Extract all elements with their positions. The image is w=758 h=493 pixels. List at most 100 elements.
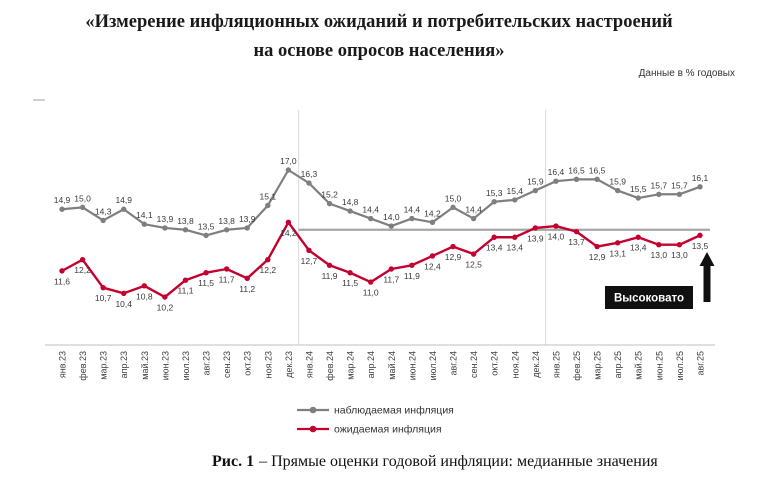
data-label: 13,9 xyxy=(527,233,544,243)
data-point xyxy=(553,223,559,229)
data-point xyxy=(141,221,148,227)
data-label: 15,7 xyxy=(671,180,688,190)
legend-marker xyxy=(309,406,317,414)
data-point xyxy=(285,167,292,173)
x-axis-label: июн.25 xyxy=(654,351,664,380)
data-point xyxy=(368,215,374,222)
up-arrow-icon xyxy=(699,252,715,302)
data-label: 12,2 xyxy=(260,265,277,275)
x-axis-label: ноя.23 xyxy=(263,351,273,378)
figure-caption-label: Рис. 1 xyxy=(212,453,255,470)
data-point xyxy=(326,262,333,268)
data-point xyxy=(697,232,703,239)
data-label: 14,0 xyxy=(548,232,565,242)
data-point xyxy=(656,242,662,248)
data-point xyxy=(594,176,600,183)
data-point xyxy=(676,191,683,197)
data-label: 13,9 xyxy=(157,214,174,224)
data-label: 12,9 xyxy=(589,252,606,262)
legend-marker xyxy=(309,425,317,433)
x-axis-label: сен.23 xyxy=(222,351,232,378)
x-axis-label: авг.25 xyxy=(695,351,705,375)
units-note: Данные в % годовых xyxy=(638,68,735,79)
x-axis-label: мар.25 xyxy=(593,351,603,380)
data-label: 13,1 xyxy=(609,248,626,258)
data-label: 15,0 xyxy=(74,193,91,203)
data-point xyxy=(676,242,683,248)
data-label: 14,2 xyxy=(280,228,297,238)
x-axis-label: май.24 xyxy=(387,351,397,380)
data-point xyxy=(512,197,518,203)
data-point xyxy=(429,253,436,259)
expected-inflation-line xyxy=(61,221,701,299)
data-label: 13,0 xyxy=(651,250,668,260)
data-label: 15,9 xyxy=(527,177,544,187)
x-axis-label: окт.23 xyxy=(243,351,253,376)
data-label: 13,5 xyxy=(198,221,215,231)
data-point xyxy=(429,219,436,226)
x-axis-label: сен.24 xyxy=(469,351,479,378)
data-label: 11,0 xyxy=(363,288,379,298)
x-axis-label: авг.24 xyxy=(449,351,459,375)
data-label: 14,8 xyxy=(342,197,359,207)
data-label: 13,0 xyxy=(671,250,688,260)
x-axis-label: июл.23 xyxy=(181,351,191,380)
data-label: 13,8 xyxy=(177,216,194,226)
data-point xyxy=(100,284,106,291)
data-label: 10,7 xyxy=(95,293,112,303)
data-label: 15,3 xyxy=(486,188,503,198)
data-point xyxy=(532,187,539,194)
data-point xyxy=(573,228,580,235)
data-label: 16,5 xyxy=(568,165,585,175)
data-label: 10,8 xyxy=(136,291,153,301)
data-point xyxy=(470,215,477,222)
data-point xyxy=(409,262,415,268)
data-label: 17,0 xyxy=(280,156,297,166)
data-point xyxy=(553,178,559,184)
data-point xyxy=(59,206,65,212)
data-point xyxy=(388,223,394,229)
data-point xyxy=(697,184,703,190)
data-label: 16,5 xyxy=(589,165,606,175)
data-label: 14,2 xyxy=(424,208,441,218)
data-point xyxy=(79,256,86,263)
data-point xyxy=(59,268,65,274)
data-label: 15,5 xyxy=(630,184,647,194)
data-label: 15,0 xyxy=(445,193,462,203)
legend-label: ожидаемая инфляция xyxy=(334,424,442,436)
data-point xyxy=(121,290,127,296)
figure-title-line1: «Измерение инфляционных ожиданий и потре… xyxy=(85,12,673,32)
data-label: 12,4 xyxy=(424,261,441,271)
data-label: 11,1 xyxy=(178,286,194,296)
data-label: 15,1 xyxy=(260,191,277,201)
data-point xyxy=(203,270,209,276)
data-point xyxy=(491,234,497,240)
x-axis-label: окт.24 xyxy=(490,351,500,376)
x-axis-label: ноя.24 xyxy=(510,351,520,378)
data-label: 14,4 xyxy=(362,205,379,215)
annotation-badge xyxy=(605,286,693,309)
data-label: 13,7 xyxy=(568,237,585,247)
data-point xyxy=(182,277,189,283)
data-label: 15,7 xyxy=(651,180,668,190)
data-point xyxy=(573,176,580,183)
data-label: 15,9 xyxy=(609,177,626,187)
data-label: 13,4 xyxy=(630,243,647,253)
data-label: 11,2 xyxy=(239,284,255,294)
data-point xyxy=(347,208,353,214)
x-axis-label: май.25 xyxy=(634,351,644,380)
data-point xyxy=(162,294,168,300)
data-point xyxy=(306,247,312,254)
x-axis-label: май.23 xyxy=(140,351,150,380)
data-point xyxy=(347,270,353,276)
data-point xyxy=(223,227,230,233)
data-point xyxy=(203,232,209,239)
data-point xyxy=(265,256,271,263)
x-axis-label: дек.23 xyxy=(284,351,294,378)
data-label: 12,9 xyxy=(445,252,462,262)
data-point xyxy=(532,225,539,231)
x-axis-label: апр.24 xyxy=(366,351,376,378)
x-axis-label: мар.23 xyxy=(99,351,109,380)
data-point xyxy=(141,283,148,289)
